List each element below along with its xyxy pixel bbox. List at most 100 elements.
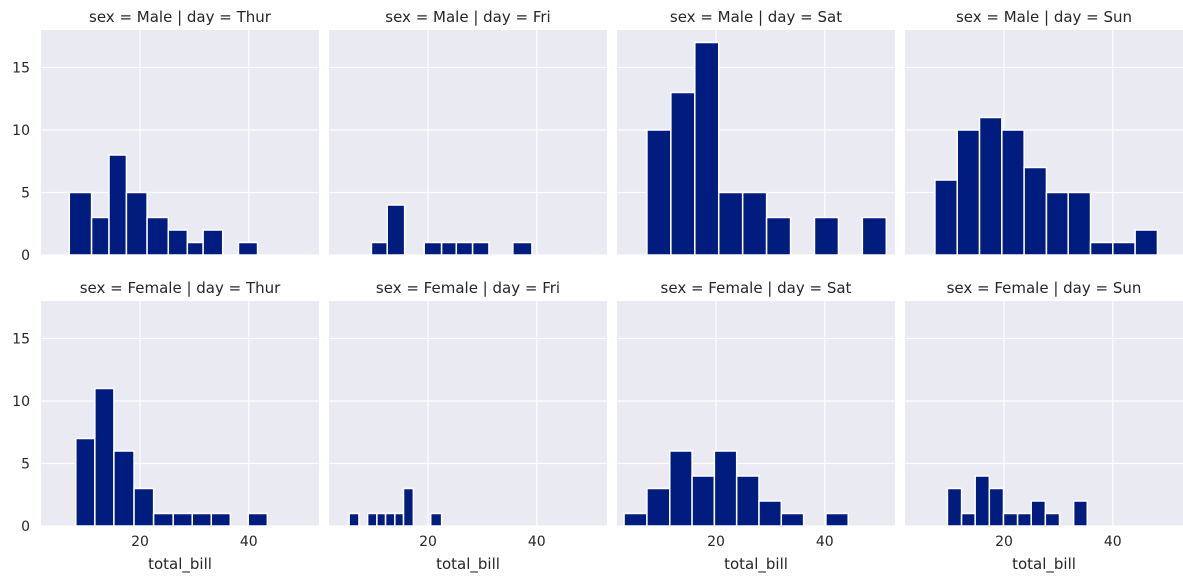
histogram-bar bbox=[960, 512, 976, 527]
histogram-bar bbox=[1072, 500, 1089, 527]
histogram-bar bbox=[146, 216, 170, 256]
histogram-bar bbox=[988, 487, 1005, 527]
histogram-bar bbox=[758, 500, 783, 527]
facet-panel: sex = Female | day = Sun 20 40 total_bill bbox=[905, 279, 1183, 574]
y-tick-label: 15 bbox=[12, 61, 30, 77]
histogram-bar bbox=[471, 241, 490, 256]
histogram-bar bbox=[978, 116, 1003, 256]
histogram-bar bbox=[1067, 191, 1092, 256]
facet-panel: sex = Male | day = Fri bbox=[329, 8, 607, 256]
histogram-bar bbox=[956, 129, 981, 256]
histogram-bar bbox=[108, 154, 128, 256]
y-tick-label: 5 bbox=[21, 457, 30, 473]
histogram-bar bbox=[172, 512, 193, 527]
x-tick-label: 20 bbox=[707, 534, 725, 550]
x-axis-label: total_bill bbox=[436, 555, 500, 574]
histogram-bar bbox=[946, 487, 963, 527]
histogram-bar bbox=[210, 512, 232, 527]
histogram-bar bbox=[623, 512, 648, 527]
y-tick-label: 0 bbox=[21, 248, 30, 264]
y-tick-label: 15 bbox=[12, 332, 30, 348]
x-tick-label: 20 bbox=[419, 534, 437, 550]
histogram-bar bbox=[1001, 129, 1025, 256]
histogram-bar bbox=[1134, 229, 1159, 256]
histogram-bar bbox=[94, 387, 115, 527]
histogram-bar bbox=[669, 450, 693, 527]
facet-panel: sex = Female | day = Sat 20 40 total_bill bbox=[617, 279, 895, 574]
facet-panel: sex = Female | day = Thur 0 5 10 15 20 40 total… bbox=[12, 279, 319, 574]
histogram-bar bbox=[386, 204, 406, 256]
panel-background bbox=[329, 301, 607, 526]
histogram-bar bbox=[670, 91, 696, 256]
histogram-bar bbox=[247, 512, 269, 527]
x-tick-label: 20 bbox=[131, 534, 149, 550]
histogram-bar bbox=[455, 241, 474, 256]
facet-panel: sex = Female | day = Fri 20 40 total_bill bbox=[329, 279, 607, 574]
histogram-bar bbox=[152, 512, 174, 527]
facet-title: sex = Male | day = Thur bbox=[89, 8, 272, 26]
histogram-bar bbox=[646, 487, 671, 527]
histogram-bar bbox=[186, 241, 204, 256]
histogram-bar bbox=[694, 41, 720, 256]
histogram-bar bbox=[741, 191, 768, 256]
facet-title: sex = Female | day = Thur bbox=[80, 279, 281, 297]
histogram-bar bbox=[765, 216, 792, 256]
histogram-bar bbox=[780, 512, 805, 527]
x-tick-label: 40 bbox=[240, 534, 258, 550]
histogram-bar bbox=[813, 216, 840, 256]
y-tick-label: 0 bbox=[21, 519, 30, 535]
facet-title: sex = Female | day = Sun bbox=[947, 279, 1142, 297]
histogram-bar bbox=[68, 191, 93, 256]
facet-panel: sex = Male | day = Sun bbox=[905, 8, 1183, 256]
histogram-bar bbox=[735, 475, 760, 527]
panel-background bbox=[329, 30, 607, 255]
histogram-bar bbox=[717, 191, 744, 256]
histogram-bar bbox=[125, 191, 148, 256]
x-axis-label: total_bill bbox=[148, 555, 212, 574]
histogram-bar bbox=[1016, 512, 1032, 527]
histogram-bar bbox=[202, 229, 224, 256]
x-axis-label: total_bill bbox=[724, 555, 788, 574]
histogram-bar bbox=[974, 475, 991, 527]
histogram-bar bbox=[512, 241, 533, 256]
y-tick-label: 5 bbox=[21, 186, 30, 202]
x-tick-label: 40 bbox=[816, 534, 834, 550]
histogram-bar bbox=[394, 512, 405, 527]
histogram-bar bbox=[376, 512, 387, 527]
facet-title: sex = Male | day = Sun bbox=[956, 8, 1132, 26]
facet-title: sex = Male | day = Fri bbox=[385, 8, 550, 26]
histogram-bar bbox=[133, 487, 155, 527]
histogram-bar bbox=[429, 512, 443, 527]
histogram-bar bbox=[423, 241, 443, 256]
facet-title: sex = Male | day = Sat bbox=[670, 8, 842, 26]
histogram-bar bbox=[1023, 166, 1048, 256]
facet-panel: sex = Male | day = Sat bbox=[617, 8, 895, 256]
histogram-bar bbox=[348, 512, 360, 527]
histogram-bar bbox=[90, 216, 110, 256]
histogram-bar bbox=[370, 241, 388, 256]
histogram-bar bbox=[1089, 241, 1114, 256]
histogram-bar bbox=[825, 512, 849, 527]
histogram-bar bbox=[113, 450, 135, 527]
histogram-bar bbox=[384, 512, 396, 527]
histogram-bar bbox=[237, 241, 259, 256]
y-tick-label: 10 bbox=[12, 394, 30, 410]
histogram-bar bbox=[1002, 512, 1019, 527]
facet-panel: sex = Male | day = Thur 0 5 10 15 bbox=[12, 8, 319, 264]
histogram-bar bbox=[167, 229, 189, 256]
x-tick-label: 40 bbox=[528, 534, 546, 550]
histogram-bar bbox=[1030, 500, 1047, 527]
histogram-bar bbox=[75, 437, 96, 527]
histogram-bar bbox=[691, 475, 716, 527]
facet-title: sex = Female | day = Fri bbox=[376, 279, 560, 297]
histogram-bar bbox=[191, 512, 213, 527]
histogram-bar bbox=[1112, 241, 1136, 256]
x-axis-label: total_bill bbox=[1012, 555, 1076, 574]
histogram-bar bbox=[713, 450, 738, 527]
x-tick-label: 40 bbox=[1104, 534, 1122, 550]
facet-title: sex = Female | day = Sat bbox=[661, 279, 852, 297]
histogram-bar bbox=[1045, 191, 1069, 256]
x-tick-label: 20 bbox=[995, 534, 1013, 550]
histogram-bar bbox=[440, 241, 458, 256]
